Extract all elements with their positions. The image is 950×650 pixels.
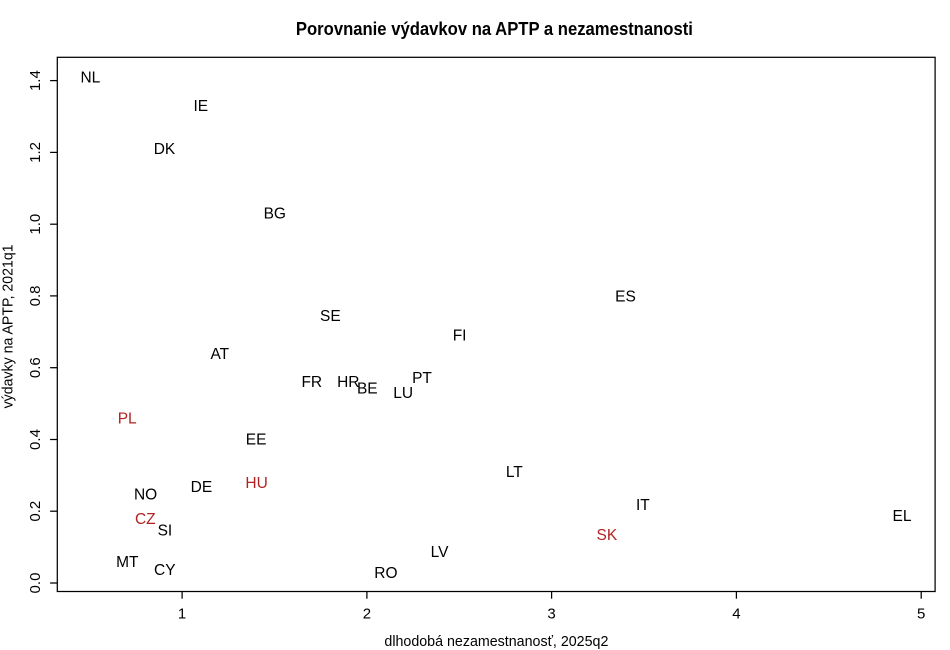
svg-text:MT: MT <box>116 554 139 571</box>
svg-text:IE: IE <box>193 98 208 115</box>
svg-text:0.6: 0.6 <box>27 357 44 378</box>
svg-text:EE: EE <box>246 432 267 449</box>
svg-text:BE: BE <box>357 381 378 398</box>
svg-text:NO: NO <box>134 486 157 503</box>
svg-text:FR: FR <box>301 374 322 391</box>
svg-text:1.2: 1.2 <box>27 142 44 163</box>
svg-text:PL: PL <box>118 411 137 428</box>
svg-text:CZ: CZ <box>135 511 156 528</box>
svg-text:LU: LU <box>393 385 413 402</box>
svg-text:1: 1 <box>178 606 186 623</box>
svg-text:DE: DE <box>191 479 213 496</box>
svg-text:HR: HR <box>337 374 359 391</box>
svg-text:0.0: 0.0 <box>27 573 44 594</box>
svg-text:4: 4 <box>732 606 740 623</box>
svg-text:1.0: 1.0 <box>27 214 44 235</box>
svg-text:Porovnanie výdavkov na APTP a: Porovnanie výdavkov na APTP a nezamestna… <box>296 18 693 39</box>
svg-text:SI: SI <box>158 522 173 539</box>
svg-text:3: 3 <box>547 606 555 623</box>
svg-text:PT: PT <box>412 370 432 387</box>
svg-text:dlhodobá nezamestnanosť, 2025q: dlhodobá nezamestnanosť, 2025q2 <box>384 634 608 650</box>
svg-text:ES: ES <box>615 289 636 306</box>
svg-text:AT: AT <box>210 346 229 363</box>
svg-text:CY: CY <box>154 562 176 579</box>
svg-text:IT: IT <box>636 497 650 514</box>
svg-text:5: 5 <box>917 606 925 623</box>
svg-text:BG: BG <box>264 206 286 223</box>
svg-text:výdavky na APTP, 2021q1: výdavky na APTP, 2021q1 <box>0 244 17 408</box>
svg-text:SE: SE <box>320 308 341 325</box>
svg-text:0.4: 0.4 <box>27 429 44 450</box>
svg-text:EL: EL <box>893 508 912 525</box>
svg-text:SK: SK <box>597 527 618 544</box>
svg-text:1.4: 1.4 <box>27 70 44 91</box>
svg-text:HU: HU <box>245 475 267 492</box>
svg-text:LV: LV <box>431 544 449 561</box>
svg-text:DK: DK <box>154 141 176 158</box>
svg-text:LT: LT <box>506 464 523 481</box>
svg-text:FI: FI <box>453 328 467 345</box>
svg-text:0.8: 0.8 <box>27 285 44 306</box>
svg-text:0.2: 0.2 <box>27 501 44 522</box>
svg-text:RO: RO <box>374 565 397 582</box>
svg-text:NL: NL <box>80 70 100 87</box>
svg-text:2: 2 <box>363 606 371 623</box>
